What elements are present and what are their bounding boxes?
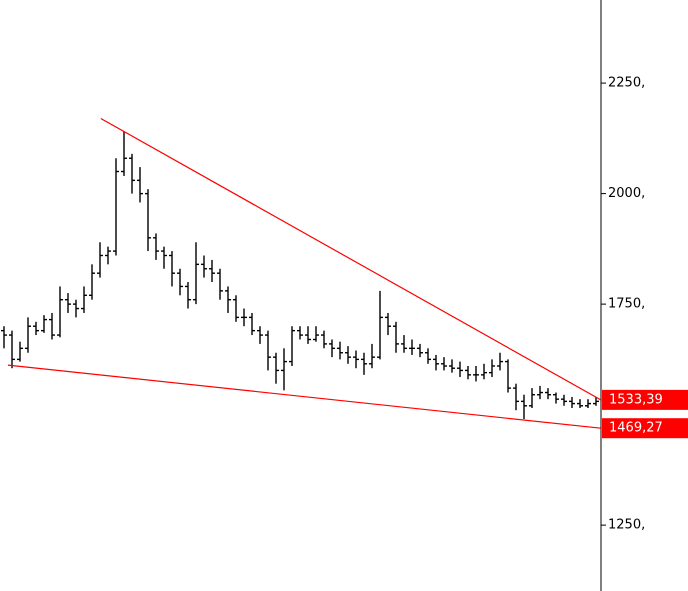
price-label: 1469,27 — [609, 421, 663, 436]
y-tick-label: 1250, — [608, 518, 645, 533]
trend-line — [100, 117, 602, 401]
y-tick-label: 2000, — [608, 186, 645, 201]
y-tick-label: 2250, — [608, 76, 645, 91]
y-tick-label: 1750, — [608, 297, 645, 312]
price-label-box — [602, 389, 688, 410]
trend-line — [7, 364, 601, 429]
price-label-box — [602, 418, 688, 439]
price-label: 1533,39 — [609, 392, 663, 407]
